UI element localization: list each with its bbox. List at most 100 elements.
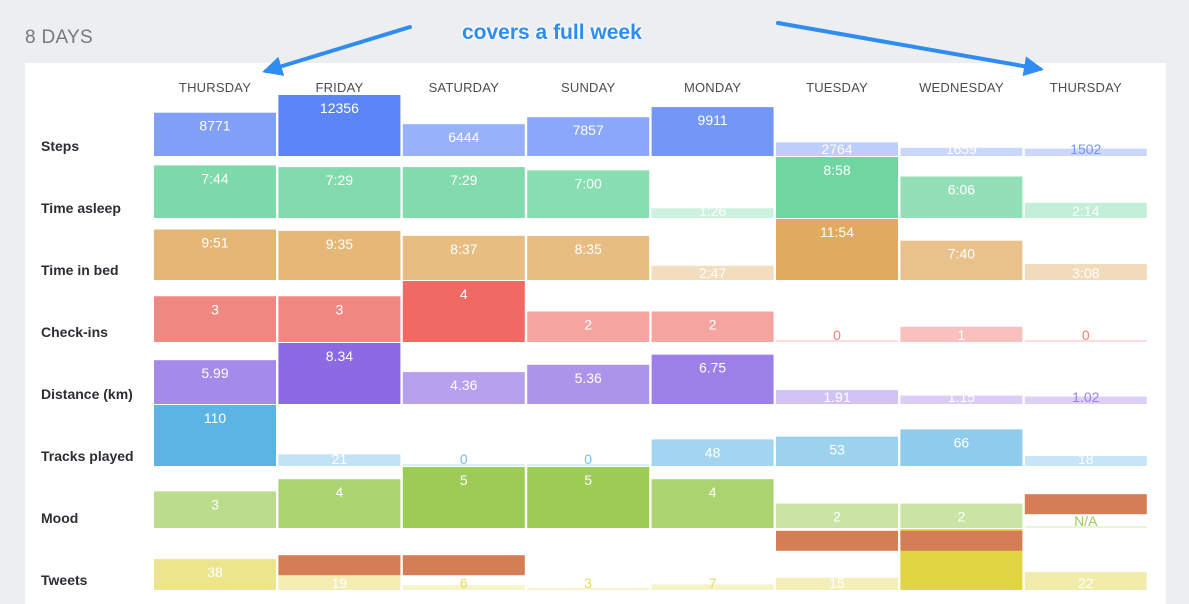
cell-value-time-in-bed: 9:35 (326, 236, 353, 252)
cell-steps (776, 142, 898, 156)
cell-time-in-bed (900, 240, 1023, 280)
cell-tracks-played (900, 429, 1023, 466)
cell-check-ins (776, 340, 898, 342)
cell-value-time-asleep: 6:06 (948, 182, 975, 198)
cell-value-time-in-bed: 2:47 (699, 265, 726, 281)
cell-value-steps: 6444 (448, 129, 479, 145)
cell-value-time-in-bed: 7:40 (948, 246, 975, 262)
cell-time-in-bed (402, 235, 525, 280)
cell-check-ins (900, 326, 1023, 342)
cell-check-ins (154, 296, 276, 342)
cell-value-time-in-bed: 8:37 (450, 241, 477, 257)
cell-check-ins (1024, 340, 1147, 342)
row-label-tracks-played: Tracks played (41, 448, 134, 464)
cell-mood (776, 503, 898, 528)
cell-value-time-asleep: 7:29 (450, 172, 477, 188)
cell-time-in-bed (527, 236, 650, 280)
cell-value-time-asleep: 2:14 (1072, 203, 1099, 219)
cell-tracks-played (651, 439, 774, 466)
cell-value-distance-km: 1.15 (948, 389, 975, 405)
cell-value-time-asleep: 8:58 (823, 162, 850, 178)
cell-partial-row (776, 530, 898, 551)
cell-value-distance-km: 5.99 (201, 365, 228, 381)
cell-tweets (527, 587, 650, 590)
row-label-time-in-bed: Time in bed (41, 262, 119, 278)
row-label-distance-km: Distance (km) (41, 386, 133, 402)
column-header-7: WEDNESDAY (919, 80, 1004, 95)
row-label-check-ins: Check-ins (41, 324, 108, 340)
cell-value-time-in-bed: 8:35 (575, 241, 602, 257)
cell-value-tracks-played: 66 (954, 434, 970, 450)
cell-partial-row (900, 530, 1023, 551)
cell-steps (402, 124, 525, 156)
cell-tweets (402, 585, 525, 590)
cell-tracks-played (776, 436, 898, 466)
cell-distance-km (1024, 396, 1147, 404)
cell-value-check-ins: 0 (833, 327, 841, 343)
cell-partial-row (1024, 494, 1147, 515)
cell-value-distance-km: 8.34 (326, 348, 353, 364)
row-label-mood: Mood (41, 510, 78, 526)
cell-value-steps: 12356 (320, 100, 359, 116)
cell-value-steps: 7857 (573, 122, 604, 138)
cell-steps (527, 117, 650, 156)
cell-value-tweets: 6 (460, 575, 468, 591)
cell-value-mood: 3 (211, 496, 219, 512)
cell-mood (278, 479, 401, 528)
cell-value-mood: 2 (833, 509, 841, 525)
cell-check-ins (527, 311, 650, 342)
cell-tweets (1024, 572, 1147, 590)
cell-time-asleep (527, 170, 650, 218)
cell-value-tracks-played: 48 (705, 444, 721, 460)
cell-value-distance-km: 4.36 (450, 377, 477, 393)
cell-partial-row (278, 555, 401, 576)
cell-value-distance-km: 1.02 (1072, 389, 1099, 405)
cell-value-mood: 4 (336, 484, 344, 500)
cell-value-tracks-played: 18 (1078, 451, 1094, 467)
cell-value-tweets: 15 (829, 575, 845, 591)
annotation-text: covers a full week (462, 21, 642, 44)
cell-value-check-ins: 3 (211, 301, 219, 317)
cell-value-distance-km: 5.36 (575, 370, 602, 386)
column-header-1: THURSDAY (179, 80, 251, 95)
cell-value-check-ins: 0 (1082, 327, 1090, 343)
cell-value-check-ins: 2 (709, 317, 717, 333)
cell-mood (651, 479, 774, 528)
cell-value-tweets: 19 (332, 575, 348, 591)
cell-value-time-in-bed: 3:08 (1072, 265, 1099, 281)
cell-steps (154, 112, 276, 156)
cell-value-time-asleep: 1:26 (699, 203, 726, 219)
cell-time-asleep (1024, 202, 1147, 218)
column-header-6: TUESDAY (806, 80, 868, 95)
cell-tweets (278, 574, 401, 590)
cell-value-tracks-played: 0 (584, 451, 592, 467)
cell-distance-km (776, 390, 898, 404)
cell-value-check-ins: 4 (460, 286, 468, 302)
cell-value-time-asleep: 7:00 (575, 175, 602, 191)
row-label-tweets: Tweets (41, 572, 88, 588)
cell-time-asleep (154, 165, 276, 218)
cell-value-steps: 2764 (821, 141, 852, 157)
cell-value-steps: 9911 (698, 112, 728, 128)
cell-tweets (651, 584, 774, 590)
cell-distance-km (900, 395, 1023, 404)
cell-check-ins (278, 296, 401, 342)
cell-value-distance-km: 1.91 (823, 389, 850, 405)
row-label-time-asleep: Time asleep (41, 200, 121, 216)
cell-tweets (154, 559, 276, 590)
cell-time-in-bed (1024, 263, 1147, 280)
cell-value-mood: 4 (709, 484, 717, 500)
cell-time-in-bed (278, 230, 401, 280)
cell-tracks-played (1024, 456, 1147, 466)
cell-distance-km (527, 364, 650, 404)
cell-tracks-played (154, 405, 276, 466)
cell-value-time-asleep: 7:29 (326, 172, 353, 188)
cell-mood (402, 467, 525, 528)
column-header-5: MONDAY (684, 80, 741, 95)
cell-value-check-ins: 2 (584, 317, 592, 333)
cell-steps (1024, 148, 1147, 156)
cell-value-time-in-bed: 9:51 (201, 235, 228, 251)
cell-value-tracks-played: 21 (332, 451, 348, 467)
cell-time-in-bed (154, 229, 276, 280)
